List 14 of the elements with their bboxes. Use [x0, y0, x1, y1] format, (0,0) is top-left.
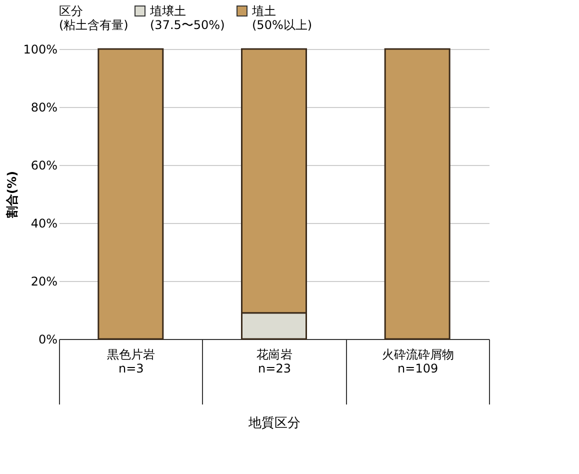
legend-label: 埴壌土 (37.5〜50%): [149, 4, 225, 32]
y-tick-label: 80%: [30, 100, 58, 114]
y-tick-label: 20%: [30, 274, 58, 288]
y-tick-label: 100%: [23, 42, 58, 56]
x-tick-label: 火砕流砕屑物 n=109: [382, 348, 454, 376]
y-tick-label: 40%: [30, 216, 58, 230]
y-tick-label: 60%: [30, 158, 58, 172]
legend-label: 埴土 (50%以上): [251, 4, 312, 32]
y-tick-label: 0%: [38, 332, 58, 346]
x-axis-title: 地質区分: [248, 416, 300, 431]
y-axis-title: 割合(%): [5, 171, 20, 219]
legend-title: 区分 (粘土含有量): [59, 4, 128, 32]
x-tick-label: 花崗岩 n=23: [256, 348, 292, 376]
x-tick-label: 黒色片岩 n=3: [107, 348, 156, 376]
